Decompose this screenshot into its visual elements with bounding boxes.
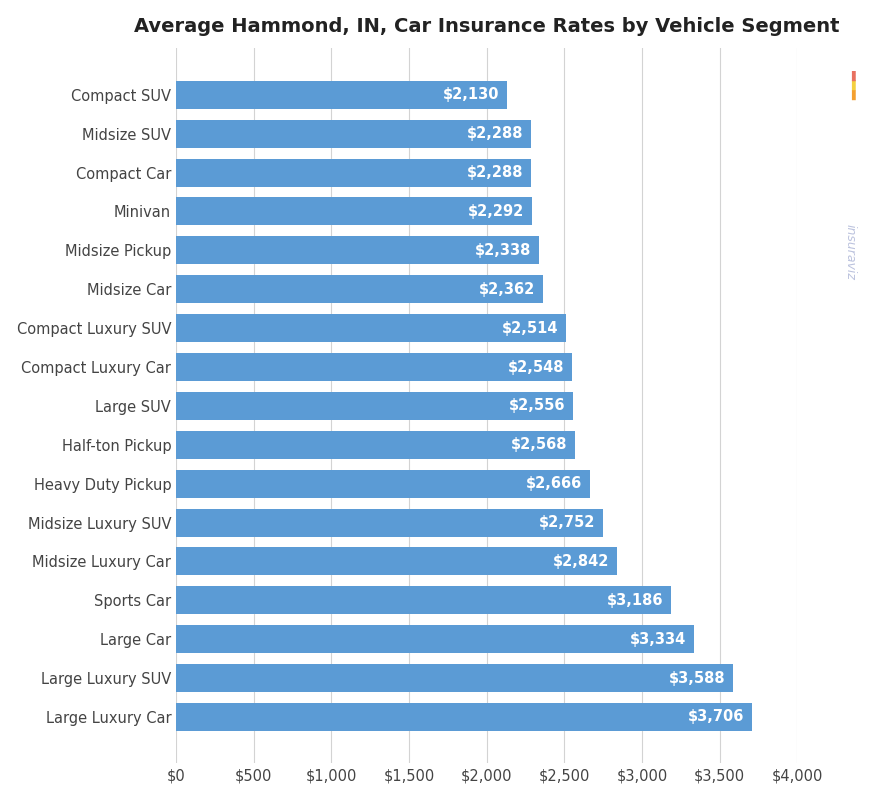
Bar (176, 353, 571, 381)
Text: $2,288: $2,288 (467, 126, 523, 142)
Text: $3,186: $3,186 (606, 593, 662, 608)
Text: $2,842: $2,842 (553, 554, 609, 569)
Text: $2,752: $2,752 (539, 515, 595, 530)
Text: $2,514: $2,514 (501, 321, 558, 336)
Text: $2,338: $2,338 (474, 243, 531, 258)
Bar (176, 392, 573, 420)
Bar (176, 430, 574, 458)
Text: $3,588: $3,588 (668, 670, 725, 686)
Text: $2,548: $2,548 (507, 359, 563, 374)
Text: ▌: ▌ (850, 70, 858, 81)
Bar (176, 275, 542, 303)
Bar (176, 703, 751, 731)
Text: $2,288: $2,288 (467, 165, 523, 180)
Text: ▌: ▌ (850, 80, 858, 90)
Bar (176, 626, 693, 653)
Bar (176, 509, 603, 537)
Text: $2,666: $2,666 (526, 476, 581, 491)
Bar (176, 158, 531, 186)
Bar (176, 470, 589, 498)
Text: $3,334: $3,334 (629, 632, 686, 646)
Bar (176, 198, 531, 226)
Bar (176, 120, 531, 148)
Bar (176, 81, 507, 109)
Bar (176, 586, 670, 614)
Text: $2,292: $2,292 (468, 204, 524, 219)
Text: $2,130: $2,130 (442, 87, 499, 102)
Bar (176, 236, 539, 264)
Text: insuraviz: insuraviz (843, 224, 856, 280)
Bar (176, 664, 733, 692)
Text: ▌: ▌ (850, 90, 858, 100)
Bar (176, 314, 566, 342)
Text: $2,568: $2,568 (510, 438, 567, 452)
Title: Average Hammond, IN, Car Insurance Rates by Vehicle Segment: Average Hammond, IN, Car Insurance Rates… (134, 17, 839, 36)
Text: $2,362: $2,362 (478, 282, 534, 297)
Text: $3,706: $3,706 (687, 710, 743, 725)
Text: $2,556: $2,556 (508, 398, 565, 414)
Bar (176, 547, 617, 575)
